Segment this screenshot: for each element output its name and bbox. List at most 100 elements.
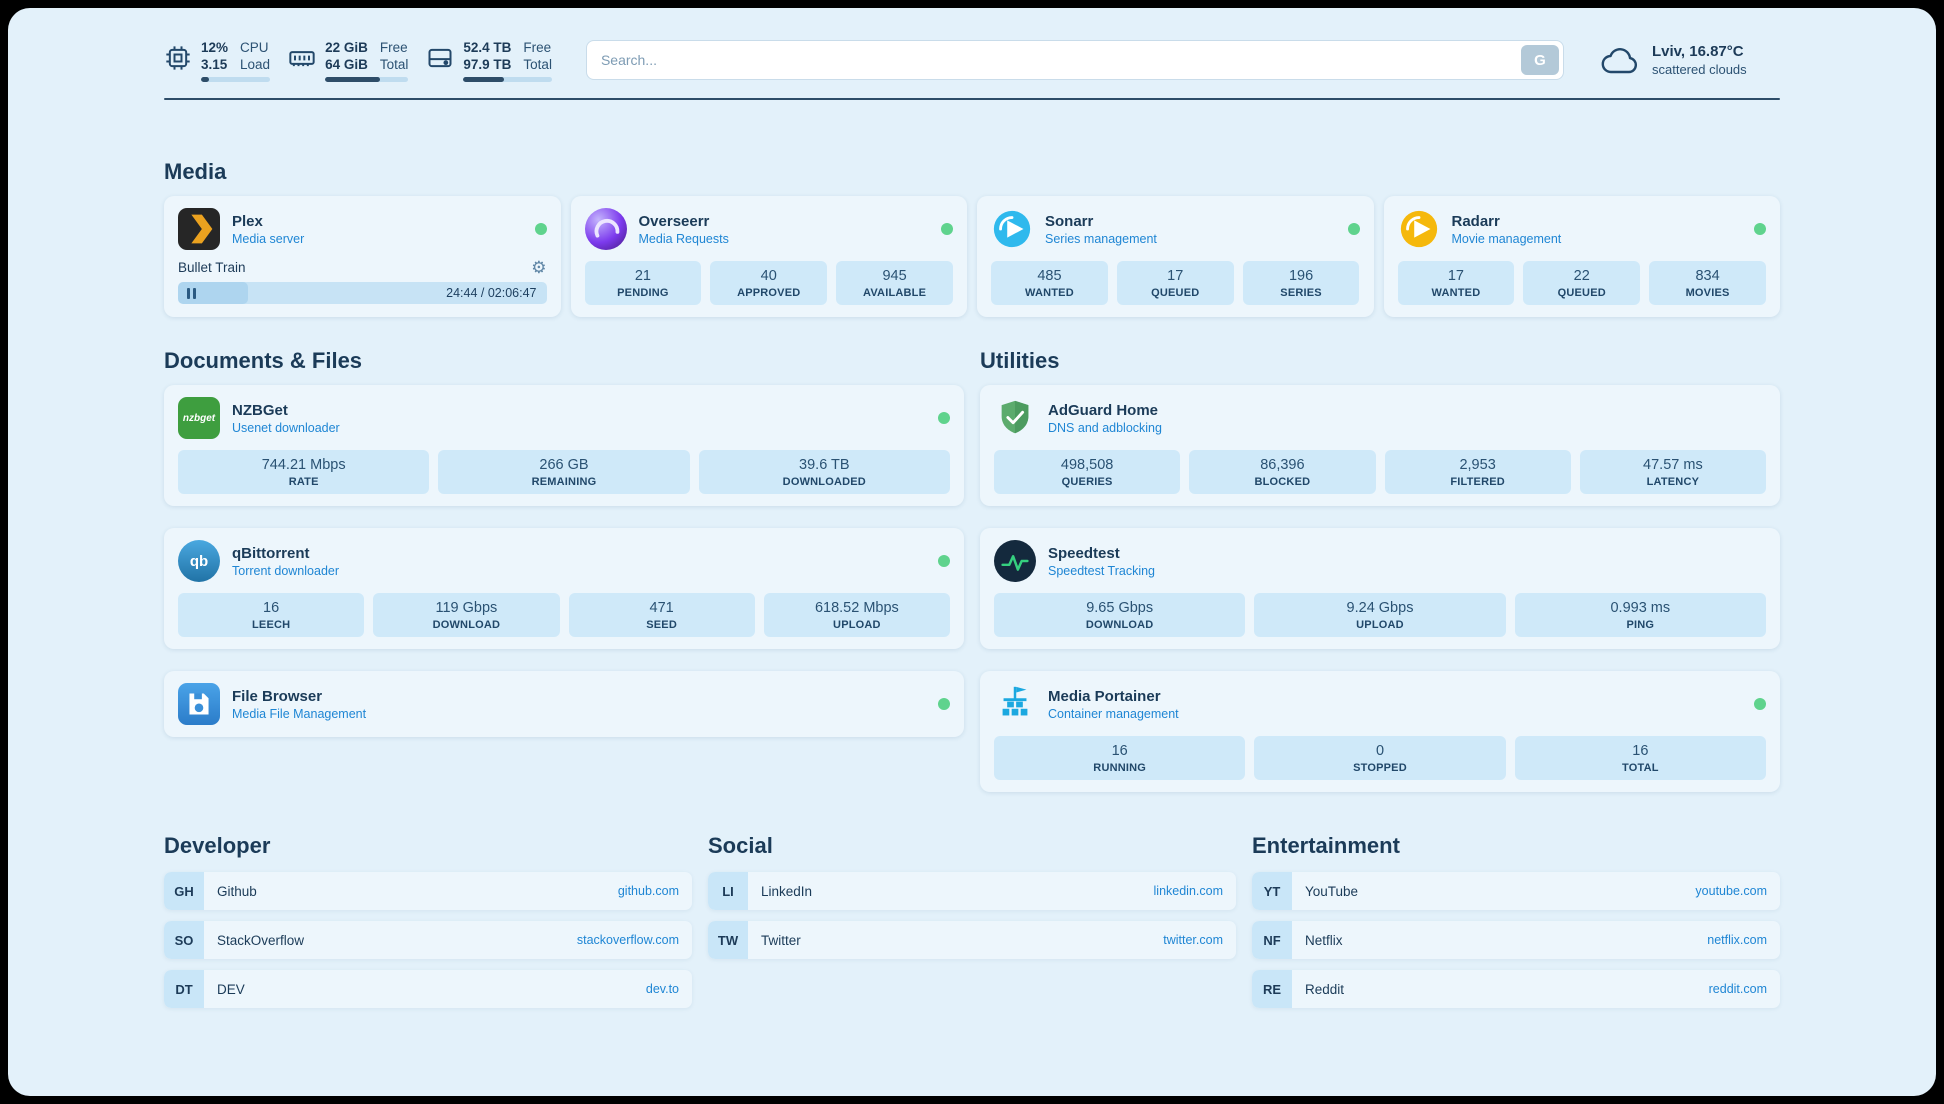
bookmark-link[interactable]: reddit.com (1708, 982, 1767, 996)
disk-label-bottom: Total (523, 56, 552, 72)
bookmark-name: Netflix (1305, 932, 1343, 948)
cpu-progress-fill (201, 76, 210, 82)
section-title-documents: Documents & Files (164, 348, 363, 373)
sonarr-icon (991, 208, 1033, 250)
bookmark-name: Reddit (1305, 981, 1345, 997)
ram-free-value: 22 GiB (325, 39, 368, 55)
stat-blocked: 86,396 BLOCKED (1189, 450, 1376, 494)
bookmark-link[interactable]: netflix.com (1707, 933, 1767, 947)
cloud-icon (1601, 48, 1638, 74)
stat-queued: 22 QUEUED (1523, 261, 1641, 305)
ram-label-bottom: Total (379, 56, 409, 72)
bookmarks-entertainment: Entertainment YT YouTube youtube.com NF … (1252, 832, 1780, 1019)
cpu-percent: 12% (201, 39, 229, 55)
app-subtitle: Media server (232, 231, 305, 246)
bookmark-badge: YT (1252, 872, 1292, 910)
cpu-label-bottom: Load (240, 56, 271, 72)
section-title-utilities: Utilities (980, 348, 1060, 373)
bookmark-badge: NF (1252, 921, 1292, 959)
section-title-media: Media (164, 159, 227, 184)
status-dot (1754, 223, 1766, 235)
stat-pending: 21 PENDING (584, 261, 702, 305)
bookmark-link[interactable]: dev.to (645, 982, 679, 996)
cpu-progressbar (201, 76, 271, 82)
pause-icon[interactable] (187, 287, 199, 299)
bookmark-link[interactable]: github.com (617, 884, 679, 898)
bookmark-name: DEV (217, 981, 245, 997)
bookmark-link[interactable]: youtube.com (1695, 884, 1767, 898)
status-dot (1754, 698, 1766, 710)
app-card-adguard[interactable]: AdGuard Home DNS and adblocking 498,508 Q… (980, 385, 1780, 506)
stat-wanted: 17 WANTED (1397, 261, 1515, 305)
disk-progress-fill (463, 76, 505, 82)
bookmark-twitter[interactable]: TW Twitter twitter.com (708, 921, 1236, 959)
bookmark-netflix[interactable]: NF Netflix netflix.com (1252, 921, 1780, 959)
bookmark-github[interactable]: GH Github github.com (164, 872, 692, 910)
app-card-plex[interactable]: Plex Media server Bullet Train ⚙ 24:44 /… (164, 196, 561, 317)
bookmark-reddit[interactable]: RE Reddit reddit.com (1252, 970, 1780, 1008)
status-dot (1347, 223, 1360, 235)
bookmark-badge: GH (164, 872, 204, 910)
stat-latency: 47.57 ms LATENCY (1579, 450, 1766, 494)
playback-time: 24:44 / 02:06:47 (446, 286, 537, 300)
stat-upload: 9.24 Gbps UPLOAD (1254, 593, 1506, 637)
ram-progressbar (325, 76, 409, 82)
section-title-social: Social (708, 833, 773, 858)
playback-progressbar[interactable]: 24:44 / 02:06:47 (178, 282, 547, 304)
stat-movies: 834 MOVIES (1649, 261, 1766, 305)
weather-widget: Lviv, 16.87°C scattered clouds (1598, 40, 1780, 80)
stat-download: 119 Gbps DOWNLOAD (373, 593, 560, 637)
bookmark-name: LinkedIn (761, 883, 813, 899)
app-name: NZBGet (232, 401, 288, 419)
app-name: Overseerr (638, 212, 710, 230)
disk-progressbar (463, 76, 552, 82)
stat-running: 16 RUNNING (994, 736, 1246, 780)
app-card-radarr[interactable]: Radarr Movie management 17 WANTED 22 QUEUE… (1383, 196, 1780, 317)
search-engine-button[interactable]: G (1521, 45, 1559, 75)
stat-downloaded: 39.6 TB DOWNLOADED (698, 450, 950, 494)
bookmark-link[interactable]: twitter.com (1163, 933, 1223, 947)
search-bar: G (585, 40, 1564, 80)
stat-rate: 744.21 Mbps RATE (178, 450, 430, 494)
app-subtitle: Media File Management (232, 706, 367, 721)
disk-icon (428, 48, 452, 67)
bookmark-link[interactable]: linkedin.com (1153, 884, 1223, 898)
bookmark-stackoverflow[interactable]: SO StackOverflow stackoverflow.com (164, 921, 692, 959)
disk-label-top: Free (523, 39, 552, 55)
app-name: Speedtest (1048, 544, 1120, 562)
app-card-portainer[interactable]: Media Portainer Container management 16 R… (980, 671, 1780, 792)
app-card-filebrowser[interactable]: File Browser Media File Management (164, 671, 964, 737)
stat-leech: 16 LEECH (178, 593, 365, 637)
cpu-load-value: 3.15 (201, 56, 228, 72)
bookmark-badge: LI (708, 872, 748, 910)
disk-free-value: 52.4 TB (463, 39, 512, 55)
stat-approved: 40 APPROVED (710, 261, 828, 305)
search-input[interactable] (585, 40, 1564, 80)
app-subtitle: Usenet downloader (232, 420, 340, 435)
app-name: Plex (232, 212, 263, 230)
bookmarks-social: Social LI LinkedIn linkedin.com TW Twitt… (708, 832, 1236, 1019)
app-card-speedtest[interactable]: Speedtest Speedtest Tracking 9.65 Gbps DO… (980, 528, 1780, 649)
utilities-column: Utilities AdGuard Home (980, 347, 1780, 792)
app-card-sonarr[interactable]: Sonarr Series management 485 WANTED 17 QUE… (977, 196, 1374, 317)
weather-location: Lviv, 16.87°C (1652, 43, 1744, 60)
app-name: AdGuard Home (1048, 401, 1159, 419)
bookmark-link[interactable]: stackoverflow.com (576, 933, 679, 947)
app-name: Sonarr (1045, 212, 1094, 230)
app-name: File Browser (232, 687, 323, 705)
app-card-qbittorrent[interactable]: qb qBittorrent Torrent downloader 16 LEEC… (164, 528, 964, 649)
bookmark-dev[interactable]: DT DEV dev.to (164, 970, 692, 1008)
ram-label-top: Free (379, 39, 408, 55)
app-name: Media Portainer (1048, 687, 1161, 705)
media-cards-row: Plex Media server Bullet Train ⚙ 24:44 /… (164, 196, 1780, 317)
gear-icon[interactable]: ⚙ (531, 258, 547, 277)
stat-seed: 471 SEED (568, 593, 755, 637)
bookmark-badge: DT (164, 970, 204, 1008)
radarr-icon (1398, 208, 1440, 250)
bookmark-linkedin[interactable]: LI LinkedIn linkedin.com (708, 872, 1236, 910)
status-dot (938, 412, 950, 424)
bookmark-youtube[interactable]: YT YouTube youtube.com (1252, 872, 1780, 910)
app-subtitle: Media Requests (638, 231, 729, 246)
app-card-nzbget[interactable]: nzbget NZBGet Usenet downloader 744.21 M… (164, 385, 964, 506)
app-card-overseerr[interactable]: Overseerr Media Requests 21 PENDING 40 APP… (570, 196, 967, 317)
